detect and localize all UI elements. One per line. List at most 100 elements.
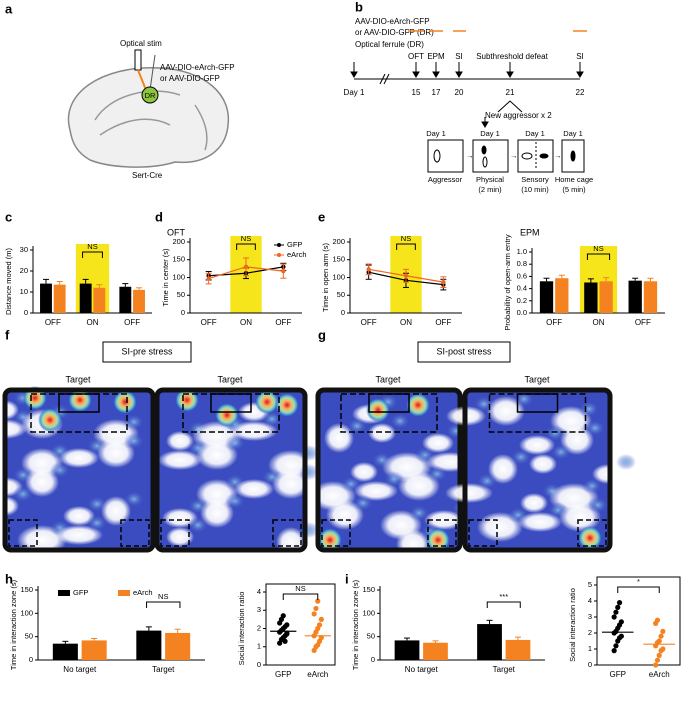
y-tick-label: 100 — [20, 608, 33, 617]
point — [284, 622, 290, 628]
label: (5 min) — [562, 185, 586, 194]
brain-schematic — [67, 49, 230, 168]
heatmap — [445, 387, 636, 553]
y-tick-label: 100 — [362, 608, 375, 617]
x-tick-label: OFF — [45, 318, 61, 327]
heatmap-blob — [427, 466, 447, 482]
label: 15 — [412, 88, 421, 97]
heatmap-blob — [13, 486, 33, 502]
title-box — [102, 341, 192, 363]
bar — [584, 282, 598, 313]
chart-title: OFT — [167, 227, 185, 237]
y-axis-label: Social interaction ratio — [568, 588, 577, 662]
heatmap-blob — [582, 478, 602, 494]
heatmap-blob — [545, 425, 565, 441]
heatmap-blob — [124, 491, 144, 507]
y-tick-label: 0.8 — [517, 259, 527, 268]
arrow: → — [510, 151, 518, 160]
heatmap-blob — [326, 500, 364, 530]
bar — [40, 283, 52, 313]
y-tick-label: 150 — [20, 585, 33, 594]
heatmap-blob — [350, 462, 378, 482]
legend-marker — [277, 253, 281, 257]
annotation: NS — [241, 234, 251, 243]
bar — [643, 281, 658, 313]
point — [656, 652, 662, 659]
label: Day 1 — [344, 88, 365, 97]
y-tick-label: 0 — [371, 655, 375, 664]
heatmap-blob — [59, 448, 99, 468]
arrow: → — [554, 151, 562, 160]
label: or AAV-DIO-GFP — [160, 74, 220, 83]
y-axis-label: Probability of open-arm entry — [503, 234, 512, 331]
bracket — [396, 243, 416, 250]
heatmap-blob — [390, 413, 410, 429]
label: New aggressor x 2 — [485, 111, 552, 120]
label: AAV-DIO-eArch-GFP — [160, 63, 235, 72]
heatmap-blob — [616, 454, 636, 470]
x-tick-label: OFF — [635, 318, 651, 327]
label: Day 1 — [426, 129, 446, 138]
panel-label: c — [5, 209, 12, 224]
label: Optical ferrule (DR) — [355, 40, 424, 49]
protocol-boxes — [427, 139, 585, 173]
label: Physical — [476, 175, 504, 184]
corner-zone — [577, 519, 607, 547]
annotation: *** — [499, 592, 508, 601]
bar — [81, 640, 107, 660]
heatmap-blob — [477, 473, 497, 489]
heatmap-blob — [422, 433, 454, 453]
heatmap-blob — [225, 493, 245, 509]
label: Aggressor — [428, 175, 463, 184]
y-tick-label: 200 — [172, 237, 185, 246]
y-tick-label: 100 — [172, 272, 185, 281]
panel-label: e — [318, 209, 325, 224]
label: 22 — [576, 88, 585, 97]
label: SI — [576, 52, 584, 61]
x-tick-label: OFF — [124, 318, 140, 327]
corner-zone — [120, 519, 150, 547]
panel-label: d — [155, 209, 163, 224]
label: OFT — [408, 52, 424, 61]
legend-marker — [277, 243, 281, 247]
frame — [265, 583, 336, 666]
y-tick-label: 20 — [20, 266, 28, 275]
y-tick-label: 10 — [20, 287, 28, 296]
y-tick-label: 2 — [588, 628, 592, 637]
point — [611, 648, 617, 654]
point — [282, 638, 288, 644]
panel-label: b — [355, 0, 363, 14]
heatmaps — [0, 386, 636, 559]
bracket — [82, 251, 103, 258]
heatmap-blob — [101, 496, 131, 526]
y-axis-label: Time in center (s) — [161, 248, 170, 307]
chart: EPM 0.0 0.2 0.4 0.6 0.8 1.0 Probability of open… — [503, 227, 665, 331]
label: 21 — [506, 88, 515, 97]
label: Day 1 — [563, 129, 583, 138]
bar — [52, 643, 78, 660]
heatmap-blob — [230, 421, 278, 441]
heatmap-hotspot — [113, 390, 137, 414]
bar — [133, 289, 145, 313]
point — [313, 605, 319, 612]
label: DR — [145, 91, 156, 100]
bar — [119, 286, 132, 313]
label: 20 — [455, 88, 464, 97]
point — [441, 279, 446, 285]
bracket — [236, 243, 256, 250]
y-tick-label: 0.0 — [517, 308, 527, 317]
target-label: Target — [375, 374, 401, 384]
annotation: NS — [593, 244, 603, 253]
x-tick-label: eArch — [649, 670, 670, 679]
label: Day 1 — [480, 129, 500, 138]
annotation: NS — [295, 584, 305, 593]
arrow: → — [466, 151, 474, 160]
x-tick-label: OFF — [435, 318, 451, 327]
heatmap-blob — [588, 497, 608, 513]
y-tick-label: 150 — [362, 585, 375, 594]
heatmap-blob — [518, 512, 562, 532]
heatmap — [310, 387, 478, 559]
